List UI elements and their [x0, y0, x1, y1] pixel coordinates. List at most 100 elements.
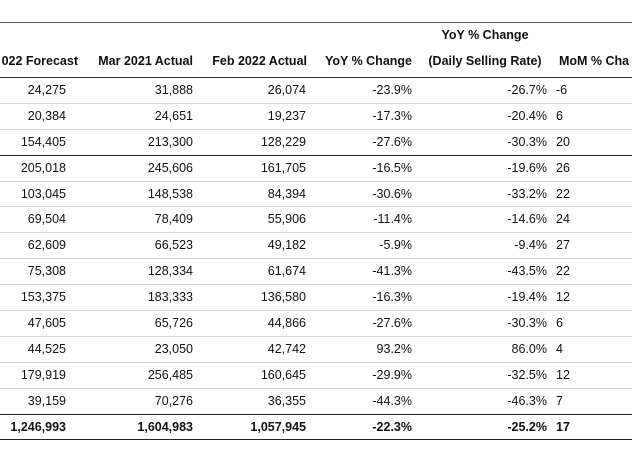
cell-forecast: 205,018: [20, 160, 66, 175]
cell-yoy-daily-selling-rate: -20.4%: [507, 108, 547, 123]
cell-feb-2022-actual: 61,674: [267, 264, 306, 279]
table-row: 39,159 70,276 36,355 -44.3% -46.3% 7: [0, 389, 632, 415]
column-header-mar-2021-actual: Mar 2021 Actual: [98, 54, 193, 68]
header-rule: [0, 77, 632, 78]
cell-forecast: 179,919: [20, 367, 66, 382]
cell-yoy-change: -27.6%: [372, 316, 412, 331]
cell-yoy-daily-selling-rate: -32.5%: [507, 367, 547, 382]
table-row: 47,605 65,726 44,866 -27.6% -30.3% 6: [0, 311, 632, 337]
table-header-row: 022 Forecast Mar 2021 Actual Feb 2022 Ac…: [0, 22, 632, 78]
cell-forecast: 44,525: [27, 341, 66, 356]
table-row: 75,308 128,334 61,674 -41.3% -43.5% 22: [0, 259, 632, 286]
cell-feb-2022-actual: 55,906: [267, 212, 306, 227]
cell-forecast: 69,504: [27, 212, 66, 227]
cell-yoy-daily-selling-rate: -33.2%: [507, 186, 547, 201]
total-cell-feb-2022-actual: 1,057,945: [250, 419, 306, 434]
cell-forecast: 75,308: [27, 264, 66, 279]
column-header-feb-2022-actual: Feb 2022 Actual: [212, 54, 307, 68]
total-row: 1,246,993 1,604,983 1,057,945 -22.3% -25.2% 1…: [0, 415, 632, 441]
cell-mar-2021-actual: 66,523: [154, 238, 193, 253]
total-cell-forecast: 1,246,993: [10, 419, 66, 434]
cell-forecast: 20,384: [27, 108, 66, 123]
cell-yoy-daily-selling-rate: -19.4%: [507, 290, 547, 305]
cell-yoy-daily-selling-rate: -26.7%: [507, 83, 547, 97]
table-row: 24,275 31,888 26,074 -23.9% -26.7% -6: [0, 78, 632, 104]
cell-yoy-change: -5.9%: [379, 238, 412, 253]
cell-mom-change: -6: [556, 83, 568, 97]
cell-feb-2022-actual: 128,229: [260, 134, 306, 149]
cell-feb-2022-actual: 49,182: [267, 238, 306, 253]
cell-feb-2022-actual: 36,355: [267, 393, 306, 408]
cell-yoy-daily-selling-rate: -30.3%: [507, 316, 547, 331]
cell-yoy-daily-selling-rate: 86.0%: [511, 341, 547, 356]
cell-feb-2022-actual: 44,866: [267, 316, 306, 331]
cell-mom-change: 12: [556, 290, 570, 305]
column-header-yoy-daily-selling-rate: YoY % Change (Daily Selling Rate): [428, 28, 542, 68]
column-header-yoy-change: YoY % Change: [324, 54, 412, 68]
cell-feb-2022-actual: 42,742: [267, 341, 306, 356]
cell-yoy-daily-selling-rate: -46.3%: [507, 393, 547, 408]
table-row: 69,504 78,409 55,906 -11.4% -14.6% 24: [0, 207, 632, 234]
cell-forecast: 47,605: [27, 316, 66, 331]
cell-mom-change: 22: [556, 186, 570, 201]
cell-yoy-change: 93.2%: [376, 341, 412, 356]
table-row: 154,405 213,300 128,229 -27.6% -30.3% 20: [0, 130, 632, 156]
cell-forecast: 24,275: [27, 83, 66, 97]
cell-forecast: 39,159: [27, 393, 66, 408]
cell-mar-2021-actual: 70,276: [154, 393, 193, 408]
column-header-mom-change: MoM % Cha: [559, 54, 630, 68]
cell-feb-2022-actual: 136,580: [260, 290, 306, 305]
table-row: 153,375 183,333 136,580 -16.3% -19.4% 12: [0, 285, 632, 312]
cell-yoy-change: -17.3%: [372, 108, 412, 123]
cell-yoy-change: -44.3%: [372, 393, 412, 408]
cell-feb-2022-actual: 84,394: [267, 186, 306, 201]
cell-feb-2022-actual: 26,074: [267, 83, 306, 97]
cell-mar-2021-actual: 65,726: [154, 316, 193, 331]
cell-mar-2021-actual: 256,485: [147, 367, 193, 382]
cell-feb-2022-actual: 161,705: [260, 160, 306, 175]
cell-mom-change: 22: [556, 264, 570, 279]
cell-forecast: 153,375: [20, 290, 66, 305]
cell-mom-change: 6: [556, 316, 563, 331]
cell-yoy-change: -11.4%: [373, 212, 412, 227]
cell-mar-2021-actual: 128,334: [147, 264, 193, 279]
cell-yoy-daily-selling-rate: -43.5%: [507, 264, 547, 279]
cell-yoy-change: -29.9%: [372, 367, 412, 382]
cell-mar-2021-actual: 24,651: [154, 108, 193, 123]
cell-mom-change: 20: [556, 134, 570, 149]
cell-mar-2021-actual: 31,888: [154, 83, 193, 97]
cell-yoy-change: -23.9%: [372, 83, 412, 97]
cell-yoy-daily-selling-rate: -30.3%: [507, 134, 547, 149]
cell-feb-2022-actual: 19,237: [267, 108, 306, 123]
cell-yoy-change: -41.3%: [372, 264, 412, 279]
cell-feb-2022-actual: 160,645: [260, 367, 306, 382]
table-row: 103,045 148,538 84,394 -30.6% -33.2% 22: [0, 182, 632, 208]
table-row: 20,384 24,651 19,237 -17.3% -20.4% 6: [0, 104, 632, 130]
cell-yoy-change: -16.3%: [372, 290, 412, 305]
table-row: 179,919 256,485 160,645 -29.9% -32.5% 12: [0, 363, 632, 389]
cell-mar-2021-actual: 148,538: [147, 186, 193, 201]
total-cell-yoy-daily-selling-rate: -25.2%: [507, 419, 547, 434]
cell-mom-change: 27: [556, 238, 570, 253]
cell-mar-2021-actual: 245,606: [147, 160, 193, 175]
cell-yoy-change: -27.6%: [372, 134, 412, 149]
total-cell-mom-change: 17: [556, 419, 570, 434]
cell-mom-change: 26: [556, 160, 570, 175]
cell-mar-2021-actual: 213,300: [147, 134, 193, 149]
total-cell-mar-2021-actual: 1,604,983: [137, 419, 193, 434]
cell-mom-change: 12: [556, 367, 570, 382]
cell-yoy-change: -30.6%: [372, 186, 412, 201]
column-header-forecast: 022 Forecast: [1, 54, 78, 68]
cell-forecast: 103,045: [20, 186, 66, 201]
cell-yoy-daily-selling-rate: -9.4%: [514, 238, 547, 253]
table-row: 44,525 23,050 42,742 93.2% 86.0% 4: [0, 337, 632, 363]
cell-forecast: 154,405: [20, 134, 66, 149]
cell-mar-2021-actual: 78,409: [154, 212, 193, 227]
cell-mom-change: 6: [556, 108, 563, 123]
table-row: 62,609 66,523 49,182 -5.9% -9.4% 27: [0, 233, 632, 260]
cell-mar-2021-actual: 183,333: [147, 290, 193, 305]
table-body: 24,275 31,888 26,074 -23.9% -26.7% -6 20,384 24…: [0, 78, 632, 441]
cell-mom-change: 4: [556, 341, 563, 356]
cell-mom-change: 7: [556, 393, 563, 408]
